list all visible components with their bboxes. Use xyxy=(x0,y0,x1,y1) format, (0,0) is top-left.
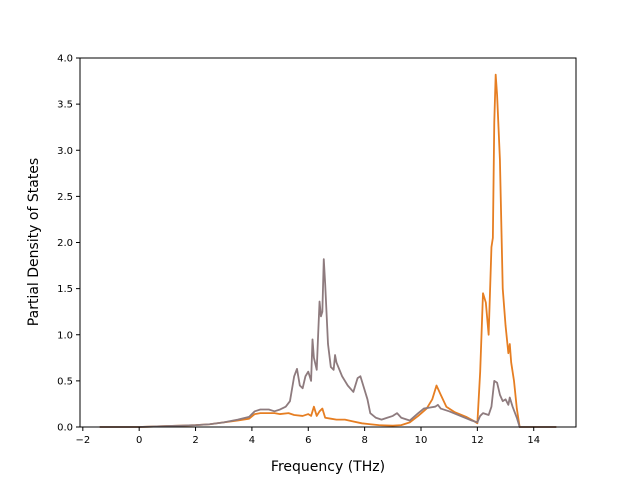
y-tick-label: 4.0 xyxy=(57,54,73,65)
x-tick-label: 14 xyxy=(527,435,540,446)
series-line-2 xyxy=(99,258,557,428)
y-tick-label: 2.5 xyxy=(57,192,73,203)
series-layer xyxy=(99,73,557,428)
x-tick-label: 8 xyxy=(361,435,367,446)
x-tick-label: −2 xyxy=(75,435,90,446)
y-tick-label: 0.5 xyxy=(57,376,73,387)
y-tick-label: 3.0 xyxy=(57,146,73,157)
y-tick-label: 0.0 xyxy=(57,423,73,434)
y-tick-label: 1.0 xyxy=(57,330,73,341)
x-tick-label: 12 xyxy=(471,435,484,446)
y-axis-ticks: 0.0 0.5 1.0 1.5 2.0 2.5 3.0 3.5 4.0 xyxy=(57,54,80,434)
y-tick-label: 1.5 xyxy=(57,284,73,295)
x-tick-label: 10 xyxy=(415,435,428,446)
x-axis-label: Frequency (THz) xyxy=(271,459,385,475)
x-axis-ticks: −2 0 2 4 6 8 10 12 14 xyxy=(75,427,540,446)
x-tick-label: 0 xyxy=(136,435,142,446)
x-tick-label: 2 xyxy=(192,435,198,446)
series-line-1 xyxy=(99,73,557,428)
y-tick-label: 3.5 xyxy=(57,100,73,111)
x-tick-label: 6 xyxy=(305,435,311,446)
y-axis-label: Partial Density of States xyxy=(26,158,42,326)
y-tick-label: 2.0 xyxy=(57,238,73,249)
x-tick-label: 4 xyxy=(249,435,255,446)
